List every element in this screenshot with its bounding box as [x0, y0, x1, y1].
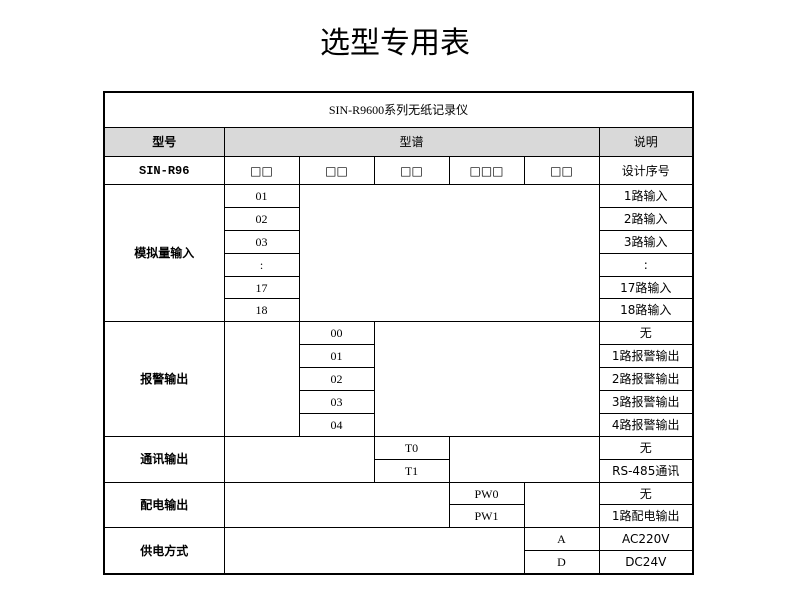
- option-description: 2路报警输出: [598, 367, 694, 392]
- header-model: 型号: [103, 127, 225, 157]
- slot-placeholder: □□□: [448, 156, 525, 185]
- option-code: 18: [223, 298, 300, 323]
- table-row: 模拟量输入 01 1路输入: [103, 183, 694, 323]
- option-description: 3路报警输出: [598, 390, 694, 414]
- table-row: D DC24V: [104, 550, 694, 575]
- group-label: 配电输出: [103, 481, 225, 529]
- empty-cell: [373, 321, 600, 437]
- slot-placeholder: □□: [523, 156, 600, 185]
- option-code: 01: [298, 344, 375, 369]
- slot-placeholder: □□: [298, 156, 375, 185]
- header-spectrum: 型谱: [223, 127, 600, 157]
- option-code: PW1: [448, 504, 525, 529]
- table-row: 02 2路报警输出: [104, 367, 694, 392]
- option-description: 1路配电输出: [598, 504, 694, 529]
- option-description: DC24V: [598, 550, 694, 575]
- group-label: 通讯输出: [103, 435, 225, 483]
- option-description: 1路输入: [598, 184, 694, 208]
- option-code: 03: [223, 229, 300, 254]
- option-code: 02: [223, 206, 300, 231]
- option-description: :: [598, 252, 694, 277]
- empty-cell: [448, 435, 600, 483]
- model-description: 设计序号: [598, 156, 694, 185]
- option-description: AC220V: [598, 527, 694, 552]
- option-description: RS-485通讯: [598, 458, 694, 483]
- option-code: 02: [298, 367, 375, 392]
- empty-cell: [223, 321, 300, 437]
- table-row: PW1 1路配电输出: [104, 504, 694, 529]
- option-code: 00: [298, 321, 375, 346]
- option-description: 无: [598, 435, 694, 460]
- option-code: A: [523, 527, 600, 552]
- option-code: 17: [223, 275, 300, 300]
- option-description: 无: [598, 481, 694, 506]
- table-row: 供电方式 A AC220V: [103, 527, 694, 575]
- empty-cell: [523, 481, 600, 529]
- group-label: 报警输出: [103, 321, 225, 437]
- option-description: 无: [598, 321, 694, 346]
- option-description: 17路输入: [598, 275, 694, 300]
- empty-cell: [223, 527, 525, 575]
- table-row: 18 18路输入: [104, 298, 694, 323]
- page-title: 选型专用表: [320, 26, 470, 61]
- option-description: 2路输入: [598, 206, 694, 231]
- table-row: 配电输出 PW0 无: [103, 481, 694, 529]
- table-row: T1 RS-485通讯: [104, 458, 694, 483]
- header-description: 说明: [598, 127, 694, 157]
- table-row: 04 4路报警输出: [104, 412, 694, 437]
- slot-placeholder: □□: [223, 156, 300, 185]
- model-name: SIN-R96: [103, 156, 225, 185]
- option-code: D: [523, 550, 600, 575]
- option-description: 4路报警输出: [598, 412, 694, 437]
- option-code: 01: [223, 184, 300, 208]
- option-description: 3路输入: [598, 229, 694, 254]
- group-label: 供电方式: [103, 527, 225, 575]
- selection-table: SIN-R9600系列无纸记录仪 型号 型谱 说明 SIN-R96 □□ □□ …: [103, 91, 694, 576]
- option-code: T1: [373, 458, 450, 483]
- group-label: 模拟量输入: [103, 183, 225, 323]
- option-description: 18路输入: [598, 298, 694, 323]
- slot-placeholder: □□: [373, 156, 450, 185]
- empty-cell: [298, 183, 600, 323]
- option-code: 04: [298, 412, 375, 437]
- option-description: 1路报警输出: [598, 344, 694, 369]
- table-row: 报警输出 00 无: [103, 321, 694, 437]
- option-code: 03: [298, 390, 375, 414]
- empty-cell: [223, 481, 450, 529]
- table-title: SIN-R9600系列无纸记录仪: [103, 91, 694, 128]
- option-code: PW0: [448, 481, 525, 506]
- empty-cell: [223, 435, 375, 483]
- option-code: T0: [373, 435, 450, 460]
- table-row: 通讯输出 T0 无: [103, 435, 694, 483]
- option-code: :: [223, 252, 300, 277]
